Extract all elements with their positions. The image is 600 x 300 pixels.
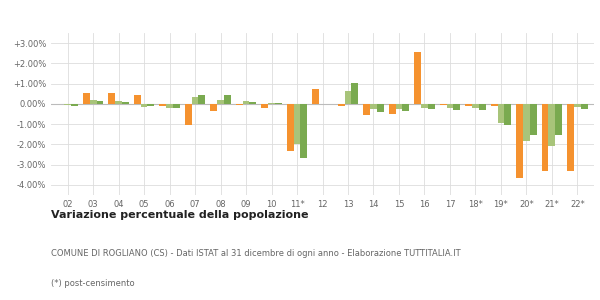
Text: (*) post-censimento: (*) post-censimento [51,279,134,288]
Bar [403,104,409,111]
Bar [516,104,523,178]
Bar [134,95,140,104]
Bar [191,97,199,104]
Bar [472,104,479,108]
Bar [574,104,581,107]
Bar [115,101,122,104]
Bar [428,104,435,109]
Bar [497,104,505,123]
Bar [338,104,344,106]
Bar [293,104,301,144]
Bar [479,104,486,110]
Bar [377,104,384,112]
Bar [389,104,395,114]
Bar [64,104,71,105]
Bar [287,104,293,152]
Bar [312,89,319,104]
Bar [352,82,358,104]
Bar [148,104,154,106]
Bar [567,104,574,171]
Bar [185,104,191,125]
Bar [440,104,446,105]
Bar [491,104,497,106]
Bar [465,104,472,106]
Bar [236,104,242,105]
Bar [166,104,173,108]
Bar [268,103,275,104]
Bar [122,102,129,104]
Bar [83,93,89,104]
Text: COMUNE DI ROGLIANO (CS) - Dati ISTAT al 31 dicembre di ogni anno - Elaborazione : COMUNE DI ROGLIANO (CS) - Dati ISTAT al … [51,249,461,258]
Bar [505,104,511,125]
Bar [363,104,370,115]
Bar [344,91,352,104]
Bar [421,104,428,108]
Bar [581,104,588,109]
Bar [250,102,256,104]
Bar [556,104,562,135]
Bar [97,101,103,104]
Bar [446,104,454,108]
Bar [159,104,166,106]
Bar [542,104,548,171]
Bar [530,104,537,135]
Bar [548,104,556,146]
Bar [217,100,224,104]
Bar [301,104,307,158]
Bar [210,104,217,111]
Bar [261,104,268,108]
Bar [454,104,460,110]
Bar [71,104,78,106]
Bar [224,95,231,104]
Bar [414,52,421,104]
Bar [140,104,148,107]
Bar [89,100,97,104]
Bar [242,101,250,104]
Bar [395,104,403,109]
Bar [199,95,205,104]
Bar [173,104,180,108]
Text: Variazione percentuale della popolazione: Variazione percentuale della popolazione [51,210,308,220]
Bar [275,103,282,104]
Bar [523,104,530,141]
Bar [370,104,377,109]
Bar [108,93,115,104]
